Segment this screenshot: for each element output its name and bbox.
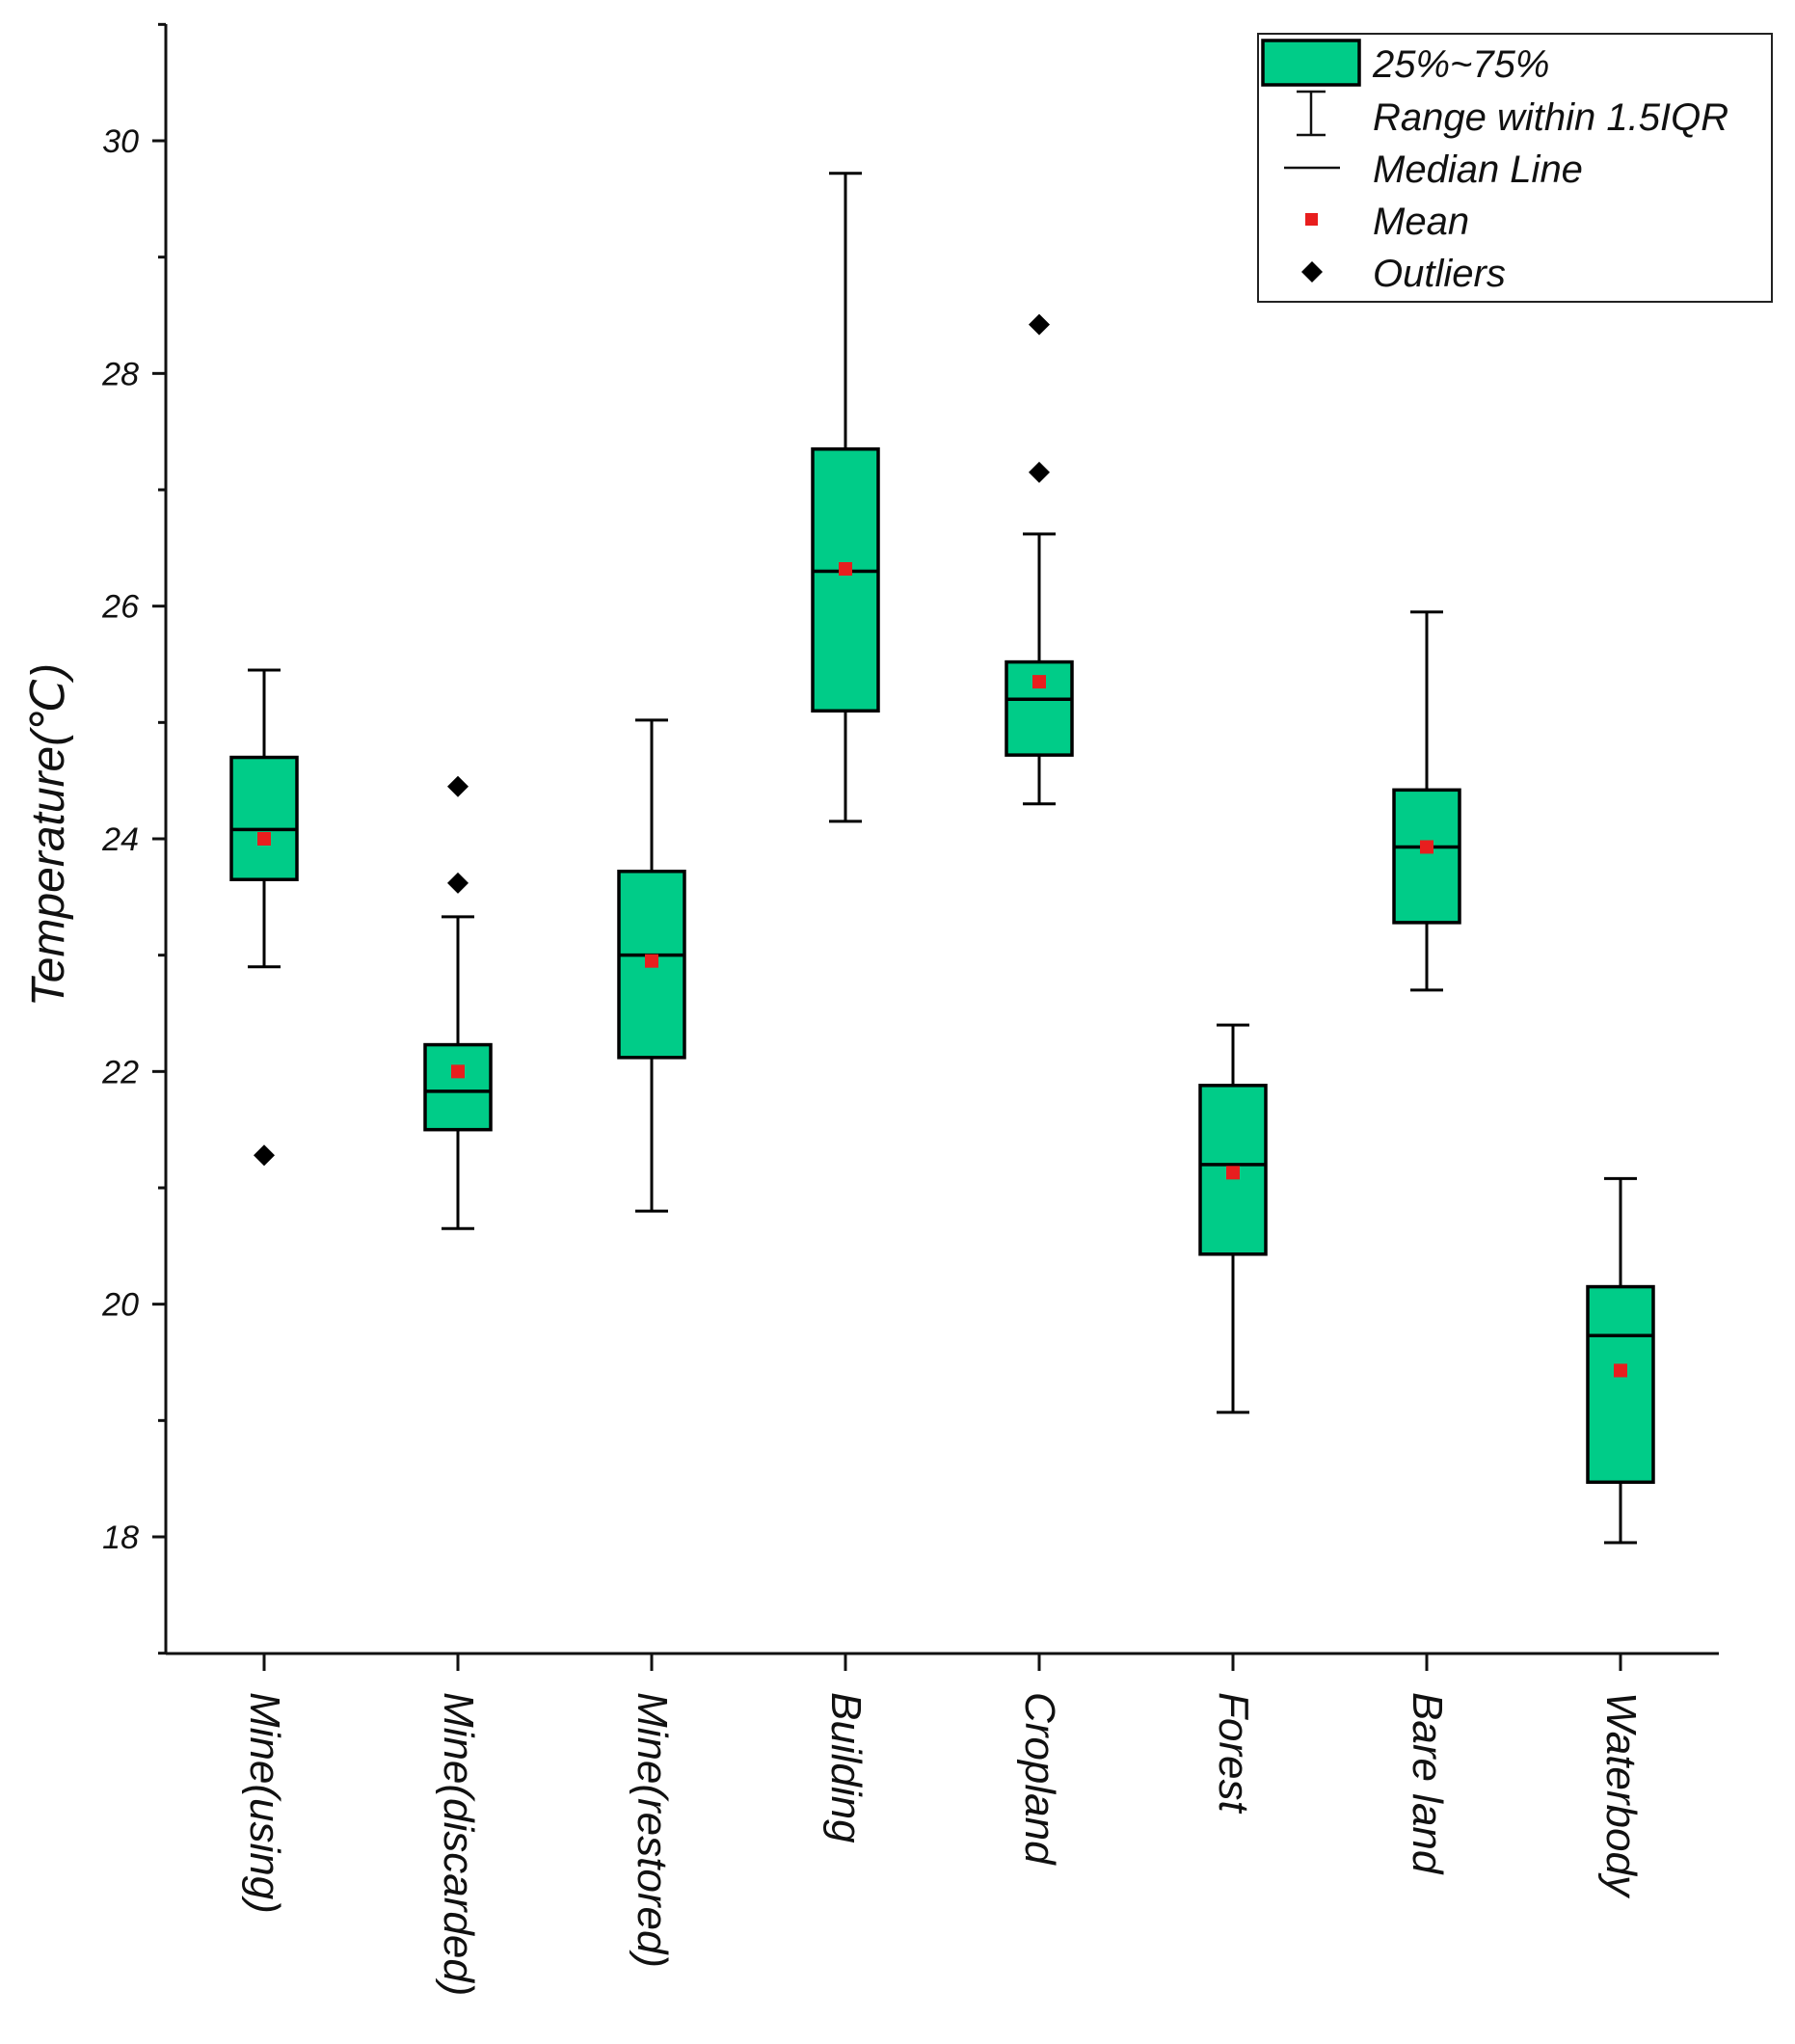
y-tick-label: 24 bbox=[101, 821, 139, 858]
mean-marker bbox=[1032, 675, 1046, 689]
quartile-box bbox=[811, 447, 880, 713]
legend-label-outliers: Outliers bbox=[1373, 253, 1506, 295]
y-tick-label: 26 bbox=[101, 589, 139, 626]
legend-label-median-line: Median Line bbox=[1373, 148, 1583, 191]
labels-layer: 18 20 22 24 26 28 30 Temperature(℃) Mine(using) M… bbox=[23, 123, 1645, 1996]
mean-marker bbox=[839, 562, 852, 577]
box-group bbox=[1586, 1176, 1655, 1545]
y-tick-label: 18 bbox=[102, 1520, 139, 1556]
outlier-diamond-icon bbox=[1301, 261, 1323, 282]
category-label: Forest bbox=[1210, 1692, 1257, 1814]
y-axis-title: Temperature(℃) bbox=[23, 663, 74, 1007]
quartile-box bbox=[1392, 788, 1461, 925]
category-label: Cropland bbox=[1016, 1692, 1063, 1866]
boxes-layer bbox=[229, 172, 1655, 1545]
category-label: Mine(using) bbox=[241, 1692, 288, 1914]
box-group bbox=[423, 775, 493, 1230]
mean-marker bbox=[451, 1064, 465, 1079]
outlier-marker bbox=[447, 872, 469, 894]
legend-label-quartile-box: 25%~75% bbox=[1372, 43, 1549, 86]
category-label: Mine(discarded) bbox=[435, 1692, 482, 1996]
legend-label-mean: Mean bbox=[1373, 201, 1469, 243]
outlier-marker bbox=[1029, 313, 1050, 336]
y-tick-label: 30 bbox=[102, 123, 139, 160]
category-label: Bare land bbox=[1404, 1692, 1451, 1875]
quartile-box bbox=[229, 755, 299, 881]
category-label: Mine(restored) bbox=[629, 1692, 676, 1968]
mean-marker bbox=[1420, 840, 1433, 854]
box-group bbox=[1198, 1023, 1268, 1414]
y-tick-label: 28 bbox=[101, 356, 139, 392]
outlier-marker bbox=[254, 1144, 275, 1167]
box-group bbox=[811, 172, 880, 823]
outlier-marker bbox=[447, 775, 469, 797]
legend-label-whisker-range: Range within 1.5IQR bbox=[1373, 96, 1728, 139]
category-label: Waterbody bbox=[1597, 1692, 1645, 1899]
mean-marker bbox=[257, 832, 271, 846]
quartile-box bbox=[423, 1042, 493, 1132]
outlier-marker bbox=[1029, 461, 1050, 483]
mean-square-icon bbox=[1305, 213, 1318, 226]
mean-marker bbox=[1226, 1166, 1240, 1180]
mean-marker bbox=[1614, 1363, 1627, 1378]
legend: 25%~75% Range within 1.5IQR Median Line … bbox=[1257, 33, 1773, 303]
mean-marker bbox=[645, 954, 658, 968]
box-group bbox=[229, 668, 299, 1167]
quartile-box bbox=[1586, 1284, 1655, 1485]
y-tick-label: 20 bbox=[101, 1287, 139, 1324]
box-group bbox=[1005, 313, 1074, 806]
box-icon bbox=[1261, 39, 1361, 87]
box-group bbox=[1392, 610, 1461, 992]
category-label: Building bbox=[822, 1692, 870, 1843]
y-tick-label: 22 bbox=[101, 1054, 139, 1090]
box-group bbox=[617, 718, 686, 1213]
axes-layer bbox=[152, 22, 1719, 1671]
